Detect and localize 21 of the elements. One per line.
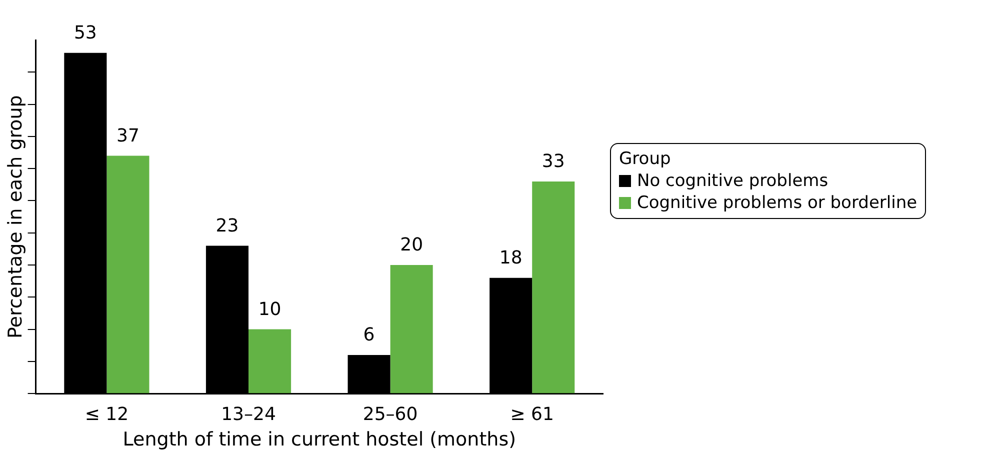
legend-title: Group <box>619 148 672 170</box>
bar <box>390 265 433 394</box>
x-tick-label: ≤ 12 <box>84 404 129 426</box>
data-label: 20 <box>400 234 424 256</box>
data-label: 6 <box>363 324 375 346</box>
data-label: 53 <box>74 22 97 44</box>
bar <box>532 181 575 394</box>
data-label: 10 <box>258 298 282 320</box>
data-label: 23 <box>216 215 239 236</box>
legend-label: Cognitive problems or borderline <box>636 192 918 214</box>
bar <box>106 156 150 394</box>
x-axis-title: Length of time in current hostel (months) <box>122 428 516 451</box>
y-axis-title: Percentage in each group <box>4 95 26 338</box>
legend-label: No cognitive problems <box>636 170 830 192</box>
data-label: 37 <box>116 125 140 146</box>
data-label: 33 <box>542 151 565 172</box>
bar <box>248 329 292 394</box>
x-tick-label: 13–24 <box>221 404 276 426</box>
data-label: 18 <box>499 248 522 269</box>
x-tick-label: 25–60 <box>362 404 418 426</box>
x-tick-label: ≥ 61 <box>510 404 554 426</box>
